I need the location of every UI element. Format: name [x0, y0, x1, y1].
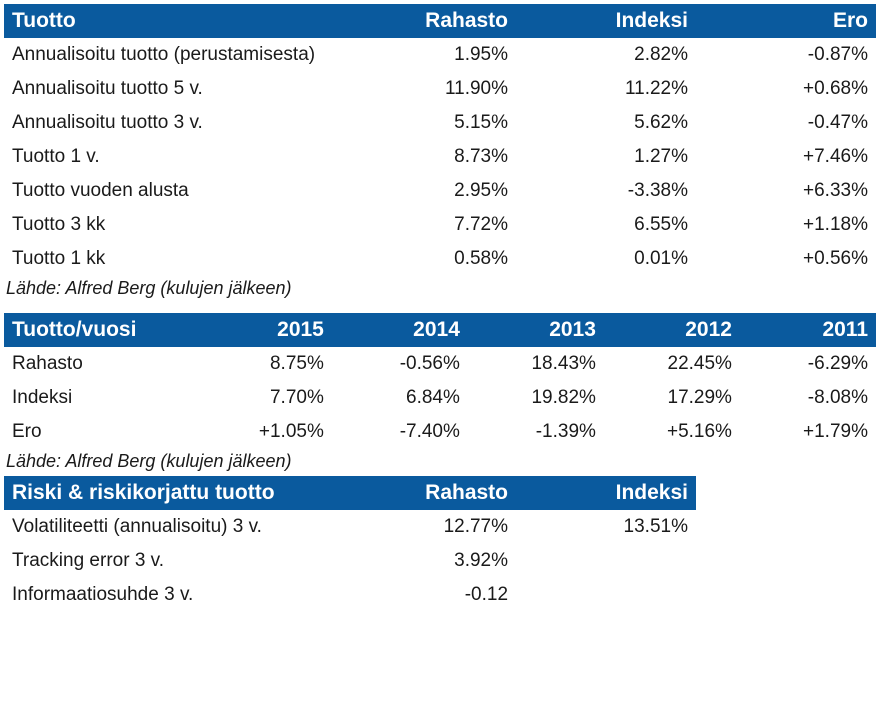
col-header: Riski & riskikorjattu tuotto: [4, 476, 336, 510]
col-header: 2012: [604, 313, 740, 347]
source-note: Lähde: Alfred Berg (kulujen jälkeen): [4, 276, 876, 313]
cell: 8.73%: [336, 140, 516, 174]
cell: +5.16%: [604, 415, 740, 449]
table-row: Volatiliteetti (annualisoitu) 3 v. 12.77…: [4, 510, 876, 544]
row-label: Volatiliteetti (annualisoitu) 3 v.: [4, 510, 336, 544]
cell: 11.90%: [336, 72, 516, 106]
row-label: Tracking error 3 v.: [4, 544, 336, 578]
cell: 12.77%: [336, 510, 516, 544]
cell: +0.56%: [696, 242, 876, 276]
cell: -0.87%: [696, 38, 876, 72]
returns-table: Tuotto Rahasto Indeksi Ero Annualisoitu …: [4, 4, 876, 276]
cell: 6.84%: [332, 381, 468, 415]
table-header-row: Riski & riskikorjattu tuotto Rahasto Ind…: [4, 476, 876, 510]
col-header: 2013: [468, 313, 604, 347]
table-row: Indeksi 7.70% 6.84% 19.82% 17.29% -8.08%: [4, 381, 876, 415]
cell: -0.56%: [332, 347, 468, 381]
col-header: 2015: [196, 313, 332, 347]
cell: +1.79%: [740, 415, 876, 449]
cell: 5.62%: [516, 106, 696, 140]
cell: -0.47%: [696, 106, 876, 140]
cell: -6.29%: [740, 347, 876, 381]
cell: +1.05%: [196, 415, 332, 449]
col-header: Tuotto/vuosi: [4, 313, 196, 347]
cell: -0.12: [336, 578, 516, 612]
cell: 17.29%: [604, 381, 740, 415]
cell: 0.58%: [336, 242, 516, 276]
cell: 8.75%: [196, 347, 332, 381]
annual-returns-table: Tuotto/vuosi 2015 2014 2013 2012 2011 Ra…: [4, 313, 876, 449]
cell: 0.01%: [516, 242, 696, 276]
table-row: Tuotto vuoden alusta 2.95% -3.38% +6.33%: [4, 174, 876, 208]
cell: 5.15%: [336, 106, 516, 140]
cell: 3.92%: [336, 544, 516, 578]
cell: 11.22%: [516, 72, 696, 106]
cell: +6.33%: [696, 174, 876, 208]
row-label: Ero: [4, 415, 196, 449]
cell: -3.38%: [516, 174, 696, 208]
cell: +0.68%: [696, 72, 876, 106]
col-header-blank: [696, 476, 876, 510]
table-row: Annualisoitu tuotto (perustamisesta) 1.9…: [4, 38, 876, 72]
cell: 7.70%: [196, 381, 332, 415]
cell: [516, 578, 696, 612]
cell: 7.72%: [336, 208, 516, 242]
col-header: 2014: [332, 313, 468, 347]
row-label: Indeksi: [4, 381, 196, 415]
table-row: Annualisoitu tuotto 5 v. 11.90% 11.22% +…: [4, 72, 876, 106]
col-header: Indeksi: [516, 4, 696, 38]
risk-table: Riski & riskikorjattu tuotto Rahasto Ind…: [4, 476, 876, 612]
cell: 1.95%: [336, 38, 516, 72]
col-header: 2011: [740, 313, 876, 347]
cell: 6.55%: [516, 208, 696, 242]
cell: -7.40%: [332, 415, 468, 449]
table-row: Annualisoitu tuotto 3 v. 5.15% 5.62% -0.…: [4, 106, 876, 140]
cell: 18.43%: [468, 347, 604, 381]
table-row: Tuotto 3 kk 7.72% 6.55% +1.18%: [4, 208, 876, 242]
col-header: Tuotto: [4, 4, 336, 38]
cell: 19.82%: [468, 381, 604, 415]
cell-blank: [696, 510, 876, 544]
table-row: Tuotto 1 v. 8.73% 1.27% +7.46%: [4, 140, 876, 174]
cell: 22.45%: [604, 347, 740, 381]
row-label: Tuotto vuoden alusta: [4, 174, 336, 208]
cell: +1.18%: [696, 208, 876, 242]
table-header-row: Tuotto Rahasto Indeksi Ero: [4, 4, 876, 38]
table-header-row: Tuotto/vuosi 2015 2014 2013 2012 2011: [4, 313, 876, 347]
col-header: Indeksi: [516, 476, 696, 510]
cell: 13.51%: [516, 510, 696, 544]
col-header: Ero: [696, 4, 876, 38]
table-row: Ero +1.05% -7.40% -1.39% +5.16% +1.79%: [4, 415, 876, 449]
row-label: Annualisoitu tuotto 3 v.: [4, 106, 336, 140]
cell: +7.46%: [696, 140, 876, 174]
table-row: Informaatiosuhde 3 v. -0.12: [4, 578, 876, 612]
row-label: Tuotto 1 v.: [4, 140, 336, 174]
table-row: Tuotto 1 kk 0.58% 0.01% +0.56%: [4, 242, 876, 276]
source-note: Lähde: Alfred Berg (kulujen jälkeen): [4, 449, 876, 476]
cell: -8.08%: [740, 381, 876, 415]
cell: 2.82%: [516, 38, 696, 72]
col-header: Rahasto: [336, 4, 516, 38]
row-label: Rahasto: [4, 347, 196, 381]
row-label: Annualisoitu tuotto (perustamisesta): [4, 38, 336, 72]
cell: -1.39%: [468, 415, 604, 449]
cell: 2.95%: [336, 174, 516, 208]
row-label: Tuotto 3 kk: [4, 208, 336, 242]
table-row: Rahasto 8.75% -0.56% 18.43% 22.45% -6.29…: [4, 347, 876, 381]
col-header: Rahasto: [336, 476, 516, 510]
row-label: Annualisoitu tuotto 5 v.: [4, 72, 336, 106]
cell-blank: [696, 544, 876, 578]
cell: 1.27%: [516, 140, 696, 174]
row-label: Informaatiosuhde 3 v.: [4, 578, 336, 612]
row-label: Tuotto 1 kk: [4, 242, 336, 276]
cell-blank: [696, 578, 876, 612]
table-row: Tracking error 3 v. 3.92%: [4, 544, 876, 578]
cell: [516, 544, 696, 578]
